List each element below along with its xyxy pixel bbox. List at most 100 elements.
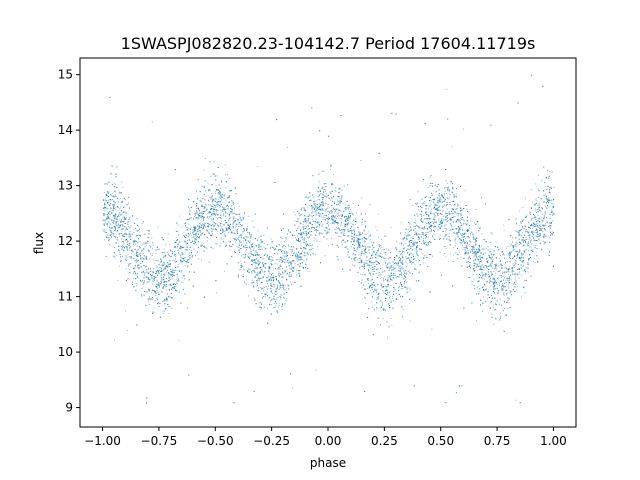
data-point [157, 284, 158, 286]
data-point [201, 204, 203, 206]
data-point [423, 215, 425, 216]
data-point [328, 207, 330, 209]
data-point [542, 227, 544, 229]
data-point [104, 231, 106, 233]
data-point [180, 256, 182, 258]
data-point [419, 227, 421, 229]
data-point [367, 278, 369, 280]
data-point [452, 247, 454, 249]
data-point [353, 229, 355, 231]
data-point [143, 275, 145, 277]
data-point [180, 259, 182, 261]
data-point [208, 213, 210, 215]
data-point [278, 304, 280, 306]
data-point [506, 267, 507, 269]
data-point [110, 194, 112, 196]
data-point [264, 253, 266, 255]
data-point [347, 254, 349, 256]
data-point [297, 235, 299, 237]
data-point [200, 244, 202, 246]
data-point [161, 263, 163, 265]
data-point [299, 229, 301, 231]
data-point [489, 280, 491, 282]
data-point [506, 294, 507, 296]
data-point [299, 247, 301, 249]
data-point [530, 230, 532, 232]
data-point [438, 218, 440, 220]
data-point [195, 255, 196, 257]
data-point [441, 218, 443, 220]
data-point [531, 227, 533, 229]
data-point [141, 222, 143, 224]
data-point [282, 249, 284, 251]
data-point [524, 287, 526, 289]
data-point [158, 302, 160, 304]
data-point [487, 266, 489, 268]
data-point [323, 217, 325, 219]
data-point [300, 234, 302, 236]
data-point [426, 244, 428, 246]
data-point [232, 227, 234, 229]
data-point [478, 264, 480, 266]
data-point [406, 271, 408, 273]
data-point [401, 251, 403, 253]
data-point [535, 229, 536, 231]
data-point [485, 247, 487, 249]
data-point [370, 301, 372, 303]
data-point [387, 258, 389, 260]
data-point [277, 306, 279, 308]
data-point [402, 274, 404, 276]
data-point [365, 302, 367, 304]
data-point [531, 231, 532, 233]
data-point [437, 214, 438, 216]
data-point [364, 251, 366, 253]
data-point [514, 245, 516, 247]
data-point [309, 242, 311, 244]
data-point [143, 249, 145, 250]
data-point [411, 205, 413, 206]
data-point [216, 175, 218, 177]
data-point [379, 274, 381, 276]
data-point [103, 210, 105, 212]
data-point [309, 230, 311, 232]
data-point [269, 256, 271, 258]
data-point [369, 234, 371, 236]
data-point [367, 287, 369, 289]
data-point [316, 230, 318, 232]
data-point [511, 244, 512, 246]
data-point [246, 228, 248, 230]
data-point [251, 272, 253, 274]
data-point [136, 250, 138, 252]
data-point [477, 260, 479, 262]
data-point [313, 240, 315, 242]
data-point [499, 285, 500, 286]
data-point [393, 273, 395, 275]
data-point [164, 268, 166, 270]
data-point [416, 231, 418, 233]
data-point [144, 246, 146, 248]
data-point [361, 287, 363, 289]
data-point [453, 195, 455, 197]
data-point [185, 234, 187, 236]
data-point [180, 271, 182, 273]
data-point [514, 262, 516, 263]
data-point [380, 239, 382, 240]
data-point [551, 203, 553, 205]
data-point [445, 224, 447, 226]
data-point [150, 245, 152, 247]
data-point [413, 241, 415, 243]
data-point [537, 214, 539, 216]
data-point [261, 248, 263, 250]
data-point [493, 281, 495, 283]
data-point [106, 208, 108, 209]
data-point [250, 237, 252, 238]
data-point [420, 218, 422, 219]
data-point [361, 245, 363, 247]
data-point [167, 252, 169, 253]
data-point [184, 275, 186, 277]
data-point [491, 272, 493, 274]
data-point [184, 278, 186, 280]
data-point [311, 213, 313, 215]
data-point [238, 223, 240, 225]
data-point [405, 242, 407, 244]
